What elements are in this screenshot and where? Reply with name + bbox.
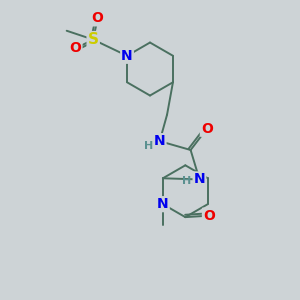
Text: O: O: [92, 11, 103, 26]
Text: O: O: [70, 41, 82, 56]
Text: S: S: [88, 32, 99, 47]
Text: N: N: [157, 197, 169, 211]
Text: O: O: [201, 122, 213, 136]
Text: H: H: [144, 142, 153, 152]
Text: N: N: [194, 172, 205, 186]
Text: H: H: [182, 176, 192, 186]
Text: N: N: [154, 134, 166, 148]
Text: N: N: [121, 49, 133, 63]
Text: O: O: [203, 209, 215, 223]
